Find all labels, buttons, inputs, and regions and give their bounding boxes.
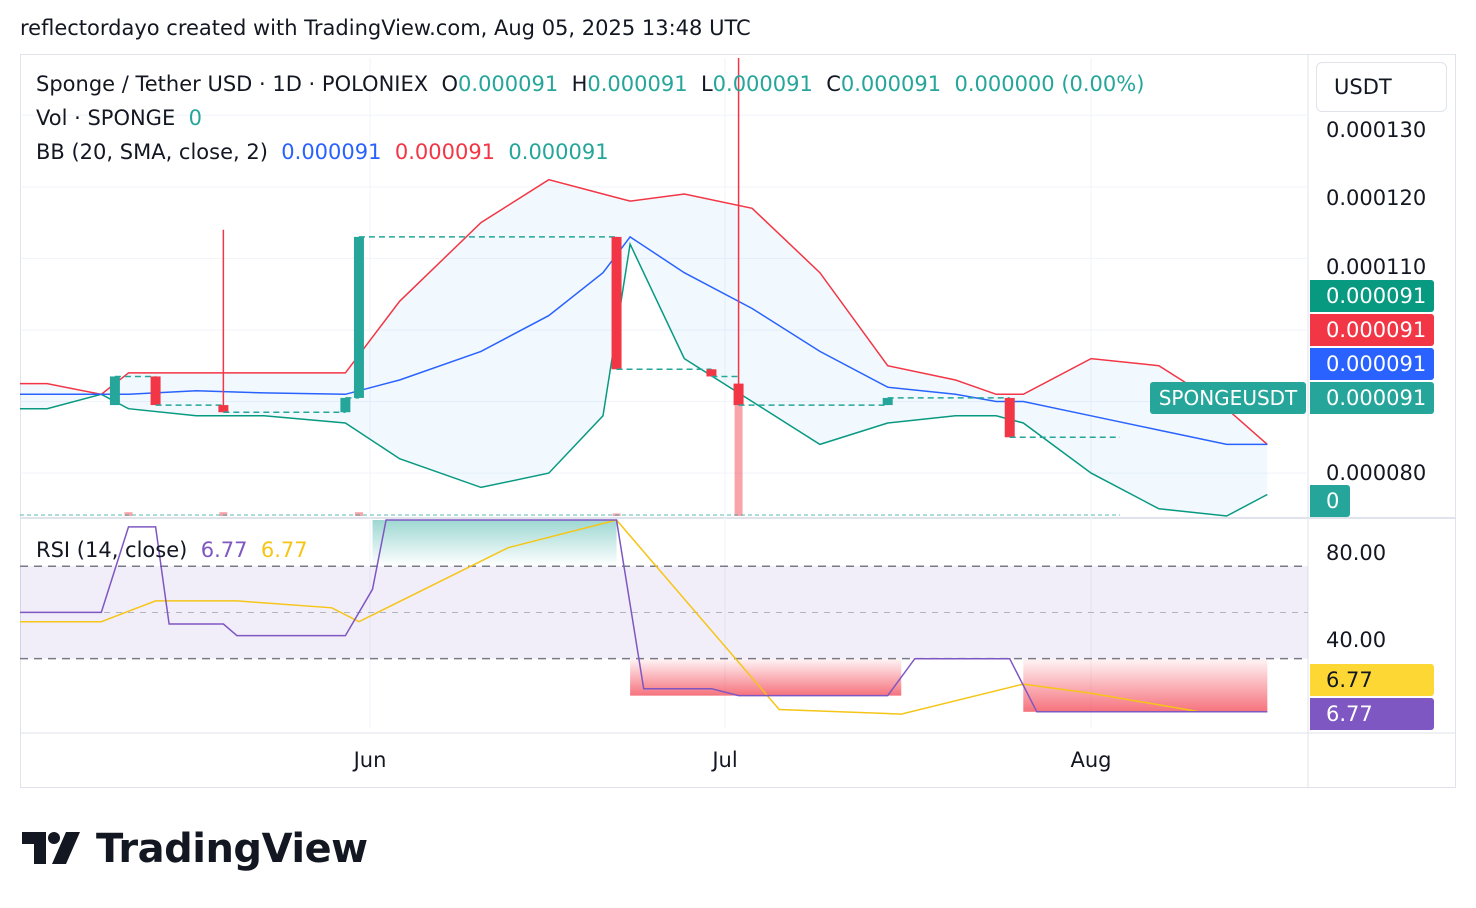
volume-bar xyxy=(219,512,228,516)
volume-bar xyxy=(734,402,743,516)
rsi-line xyxy=(20,519,1268,713)
bollinger-band-fill xyxy=(20,179,1268,516)
currency-selector[interactable]: USDT xyxy=(1316,62,1447,112)
bb-lower-price-tag: 0.000091 xyxy=(1310,280,1434,312)
volume-bar xyxy=(124,512,133,516)
candle-body xyxy=(882,397,893,406)
bollinger-upper-line xyxy=(20,178,1268,445)
rsi-overbought-fill xyxy=(372,520,617,567)
legend-low-value: 0.000091 xyxy=(712,72,813,96)
legend-volume-label[interactable]: Vol · SPONGE xyxy=(36,106,176,130)
candle-body xyxy=(1004,397,1015,438)
bollinger-basis-line xyxy=(20,235,1268,446)
candle-body xyxy=(150,376,161,406)
rsi-ma-line xyxy=(20,519,1268,715)
candle-body xyxy=(706,369,717,377)
legend-low-label: L xyxy=(700,72,713,96)
volume-tag: 0 xyxy=(1310,485,1350,517)
legend-change: 0.000000 (0.00%) xyxy=(954,72,1145,96)
chart-frame xyxy=(20,54,1456,788)
tradingview-logo[interactable]: TradingView xyxy=(22,826,368,872)
currency-label: USDT xyxy=(1334,75,1392,99)
legend-bb-lower: 0.000091 xyxy=(508,140,609,164)
legend-rsi-ma-value: 6.77 xyxy=(260,538,308,562)
legend-symbol[interactable]: Sponge / Tether USD · 1D · POLONIEX xyxy=(36,72,429,96)
candle-body xyxy=(611,236,622,370)
time-label: Jun xyxy=(353,748,387,772)
volume-bar xyxy=(354,512,363,516)
rsi-oversold-fill xyxy=(630,658,902,696)
bollinger-lower-line xyxy=(20,241,1268,517)
candle-body xyxy=(218,405,229,413)
price-tick: 0.000080 xyxy=(1326,461,1427,485)
candle-body xyxy=(340,397,351,413)
legend-rsi: RSI (14, close) 6.77 6.77 xyxy=(36,538,308,562)
rsi-tick: 40.00 xyxy=(1326,628,1387,652)
last-price-tag: 0.000091 xyxy=(1310,382,1434,414)
legend-open-value: 0.000091 xyxy=(458,72,559,96)
symbol-tag: SPONGEUSDT xyxy=(1150,382,1306,414)
legend-bb-upper: 0.000091 xyxy=(394,140,496,164)
legend-volume: Vol · SPONGE 0 xyxy=(36,106,202,130)
legend-close-value: 0.000091 xyxy=(840,72,942,96)
chart-header: reflectordayo created with TradingView.c… xyxy=(20,16,751,40)
bb-basis-price-tag: 0.000091 xyxy=(1310,348,1434,380)
legend-high-label: H xyxy=(571,72,588,96)
legend-bb-label[interactable]: BB (20, SMA, close, 2) xyxy=(36,140,268,164)
legend-close-label: C xyxy=(826,72,841,96)
legend-rsi-label[interactable]: RSI (14, close) xyxy=(36,538,188,562)
legend-ohlc: Sponge / Tether USD · 1D · POLONIEX O0.0… xyxy=(36,72,1144,96)
bb-upper-price-tag: 0.000091 xyxy=(1310,314,1434,346)
price-tick: 0.000110 xyxy=(1326,255,1427,279)
legend-bb-basis: 0.000091 xyxy=(281,140,382,164)
legend-rsi-value: 6.77 xyxy=(200,538,248,562)
rsi-value-tag: 6.77 xyxy=(1310,698,1434,730)
legend-volume-value: 0 xyxy=(188,106,202,130)
tradingview-logo-icon xyxy=(22,832,80,864)
candle-body xyxy=(353,236,364,398)
candle-body xyxy=(109,376,120,406)
candle-body xyxy=(733,383,744,406)
rsi-ma-tag: 6.77 xyxy=(1310,664,1434,696)
tradingview-logo-text: TradingView xyxy=(96,826,368,872)
time-label: Aug xyxy=(1070,748,1112,772)
legend-bollinger: BB (20, SMA, close, 2) 0.000091 0.000091… xyxy=(36,140,609,164)
legend-high-value: 0.000091 xyxy=(587,72,688,96)
rsi-oversold-fill xyxy=(1023,658,1268,712)
price-tick: 0.000130 xyxy=(1326,118,1427,142)
rsi-tick: 80.00 xyxy=(1326,541,1387,565)
time-label: Jul xyxy=(712,748,738,772)
legend-open-label: O xyxy=(441,72,459,96)
price-tick: 0.000120 xyxy=(1326,186,1427,210)
